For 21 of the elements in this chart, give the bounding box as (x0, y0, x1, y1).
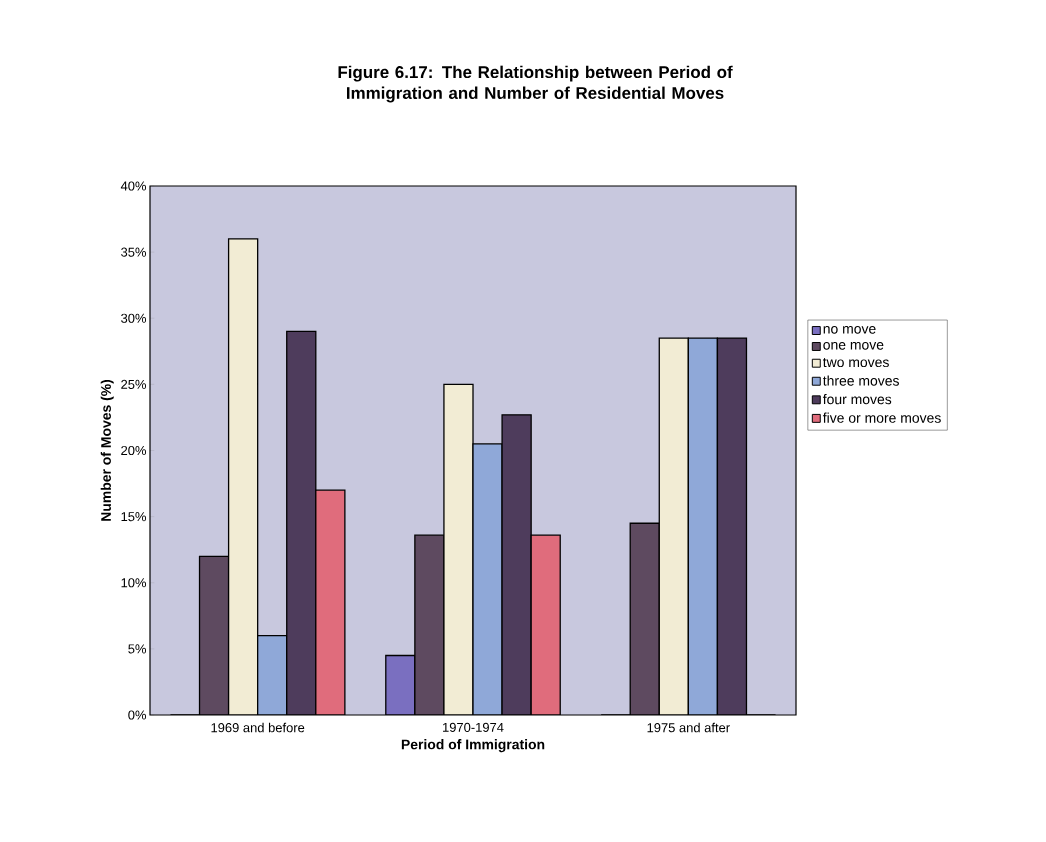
y-tick-label: 25% (121, 379, 147, 389)
y-tick-label: 20% (121, 445, 147, 456)
legend-label: three moves (822, 375, 899, 386)
legend-label: no move (823, 326, 876, 334)
y-tick-label: 30% (121, 313, 147, 323)
legend-label: five or more moves (822, 412, 941, 423)
y-tick-label: 0% (128, 710, 147, 720)
y-tick-label: 40% (120, 181, 147, 191)
y-tick-label: 10% (121, 578, 147, 588)
legend-label: four moves (822, 394, 892, 405)
chart-title: Figure 6.17: The Relationship between Period of Immigration and Number of Residential Moves (338, 65, 733, 103)
y-tick-label: 15% (121, 512, 147, 522)
legend-label: one move (823, 341, 884, 350)
x-tick-label: 1975 and after (647, 722, 730, 733)
y-tick-label: 5% (128, 644, 147, 654)
x-tick-label: 1969 and before (211, 722, 305, 733)
x-tick-label: 1970-1974 (443, 722, 504, 732)
x-axis-title: Period of Immigration (401, 739, 545, 753)
y-axis-title: Number of Moves (%) (100, 379, 114, 521)
legend-label: two moves (822, 357, 889, 368)
y-tick-label: 35% (121, 247, 147, 257)
